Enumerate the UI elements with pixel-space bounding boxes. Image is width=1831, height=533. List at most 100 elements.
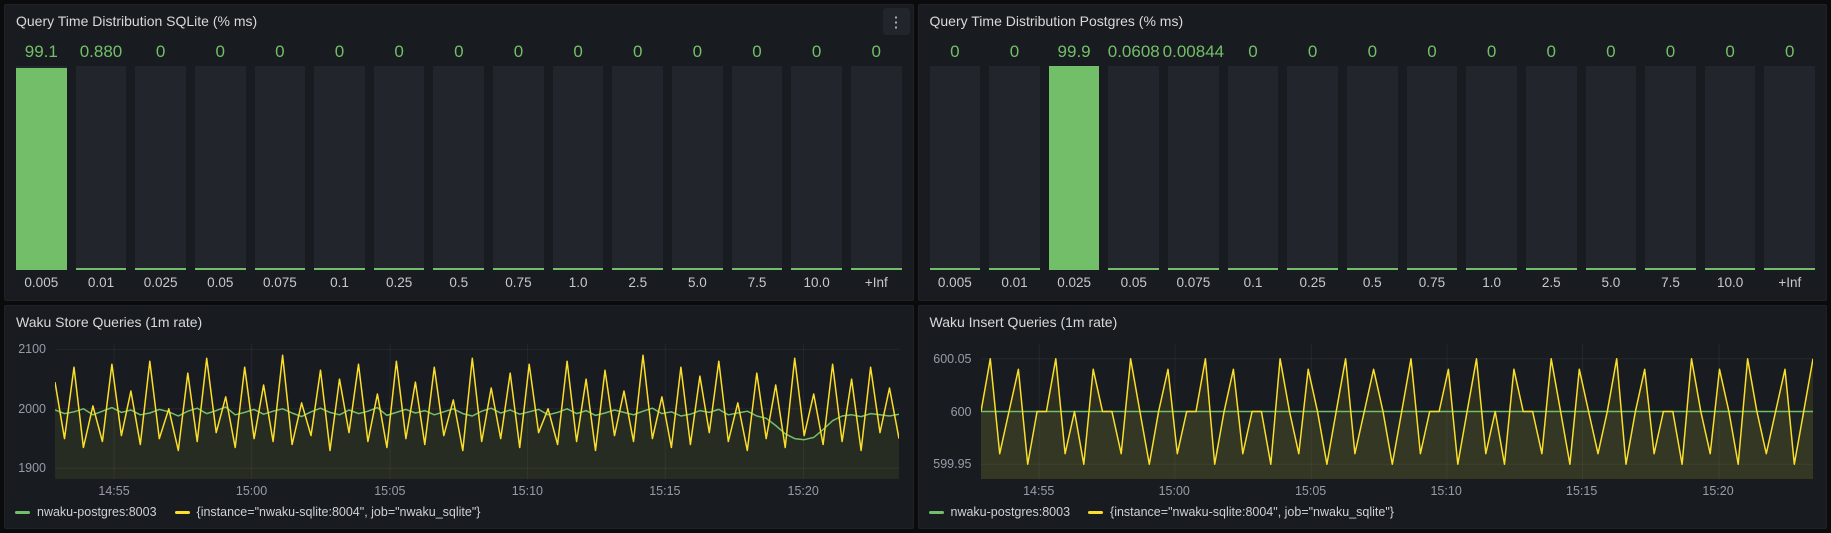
bar-x-label: 2.5 [1541,275,1561,290]
bar-track [1764,66,1816,270]
bar-track [373,66,425,270]
bar-track [731,66,783,270]
bar-fill [135,268,186,270]
x-axis-tick-label: 15:00 [1158,484,1190,498]
bar-value-label: 0 [1367,41,1378,61]
bar-x-label: 0.075 [262,275,297,290]
time-series-body: 600.05 600 599.95 14:55 15:00 15:05 15:10 15:1… [919,338,1827,528]
bar-track [16,66,67,270]
legend-item[interactable]: {instance="nwaku-sqlite:8004", job="nwak… [1088,505,1394,519]
bar-fill [433,268,485,270]
bar-x-label: 5.0 [1601,275,1621,290]
bar-x-label: 1.0 [1482,275,1501,290]
legend: nwaku-postgres:8003 {instance="nwaku-sqli… [925,500,1813,524]
time-series-plot[interactable] [980,344,1813,479]
histogram-bar-column: 0 2.5 [612,37,664,295]
panel-query-time-postgres: Query Time Distribution Postgres (% ms) … [917,4,1827,301]
x-axis-tick-label: 14:55 [98,484,130,498]
series-line [980,358,1813,465]
bar-value-label: 0 [632,41,643,61]
bar-x-label: 0.05 [207,275,234,290]
panel-query-time-sqlite: ⋮ Query Time Distribution SQLite (% ms) … [4,4,914,301]
panel-title[interactable]: Waku Store Queries (1m rate) [16,314,203,330]
histogram-bar-column: 99.1 0.005 [16,37,67,295]
bar-x-label: 0.05 [1120,275,1147,290]
histogram-postgres[interactable]: 0 0.005 0 0.01 99.9 0.025 0.0608 0.05 0.00844 0.0… [919,37,1827,300]
histogram-bar-column: 99.9 0.025 [1048,37,1100,295]
bar-track [1287,66,1338,270]
bar-track [1168,66,1219,270]
x-axis: 14:55 15:00 15:05 15:10 15:15 15:20 [55,479,899,500]
histogram-bar-column: 0 +Inf [850,37,902,295]
y-axis-tick-label: 2000 [18,401,46,416]
histogram-bar-column: 0.880 0.01 [75,37,127,295]
panel-title[interactable]: Query Time Distribution Postgres (% ms) [929,13,1184,29]
histogram-bar-column: 0 7.5 [1645,37,1696,295]
bar-fill [194,268,246,270]
legend-item[interactable]: nwaku-postgres:8003 [928,505,1070,519]
time-series-plot[interactable] [55,344,899,479]
y-axis-tick-label: 600 [950,404,972,419]
bar-value-label: 0 [275,41,285,61]
bar-track [314,66,365,270]
bar-x-label: 7.5 [747,275,767,290]
bar-fill [1764,268,1816,270]
bar-track [672,66,723,270]
histogram-bar-column: 0 1.0 [552,37,604,295]
panel-menu-button[interactable]: ⋮ [882,8,910,35]
bar-fill [612,268,664,270]
x-axis-tick-label: 15:15 [1566,484,1598,498]
histogram-bar-column: 0 7.5 [731,37,783,295]
bar-fill [672,268,723,270]
bar-value-label: 0 [573,41,583,61]
legend-series-color-icon [928,510,944,514]
time-series-main: 2100 2000 1900 [11,342,899,479]
bar-x-label: 0.01 [87,275,115,290]
bar-x-label: 0.25 [1299,275,1326,290]
legend-item[interactable]: nwaku-postgres:8003 [15,505,157,519]
histogram-bar-column: 0 0.25 [373,37,425,295]
bar-x-label: 0.1 [1243,275,1263,290]
series-line [55,354,899,452]
bar-track [850,66,902,270]
bar-x-label: 0.005 [24,275,59,290]
histogram-bar-column: 0 +Inf [1764,37,1816,295]
panel-title[interactable]: Waku Insert Queries (1m rate) [929,314,1118,330]
kebab-menu-icon: ⋮ [888,13,904,31]
histogram-bar-column: 0 0.075 [254,37,306,295]
bar-value-label: 99.9 [1057,41,1091,61]
bar-x-label: 0.1 [330,275,349,290]
bar-fill [552,268,604,270]
y-axis-tick-label: 600.05 [933,351,972,366]
bar-value-label: 0 [1248,41,1258,61]
panel-header: Query Time Distribution SQLite (% ms) [5,5,913,37]
bar-track [1585,66,1637,270]
legend: nwaku-postgres:8003 {instance="nwaku-sqli… [11,500,899,524]
legend-series-color-icon [15,510,30,514]
bar-value-label: 99.1 [24,41,58,61]
x-axis-spacer [925,479,981,500]
bar-x-label: 10.0 [1717,275,1744,290]
bar-fill [1048,66,1100,270]
x-axis-tick-label: 15:00 [235,484,268,498]
bar-x-label: +Inf [1778,275,1802,290]
histogram-bar-column: 0 0.1 [1227,37,1279,295]
histogram-bar-column: 0 5.0 [1585,37,1637,295]
bar-x-label: 0.025 [143,275,178,290]
bar-x-label: 1.0 [568,275,588,290]
histogram-sqlite[interactable]: 99.1 0.005 0.880 0.01 0 0.025 0 0.05 0 0.075 0 0.1 0… [5,37,913,300]
time-series-main: 600.05 600 599.95 [925,344,1813,479]
panel-title[interactable]: Query Time Distribution SQLite (% ms) [16,13,258,29]
bar-track [929,66,981,270]
bar-fill [1227,268,1279,270]
bar-value-label: 0.00844 [1162,41,1225,61]
legend-item[interactable]: {instance="nwaku-sqlite:8004", job="nwak… [174,505,480,519]
histogram-bar-column: 0.0608 0.05 [1108,37,1160,295]
bar-fill [1585,268,1637,270]
bar-x-label: 0.75 [505,275,532,290]
histogram-bar-column: 0 10.0 [1704,37,1756,295]
bar-track [1645,66,1696,270]
y-axis-tick-label: 1900 [18,461,46,476]
bar-track [1704,66,1756,270]
histogram-bar-column: 0 0.75 [1406,37,1458,295]
